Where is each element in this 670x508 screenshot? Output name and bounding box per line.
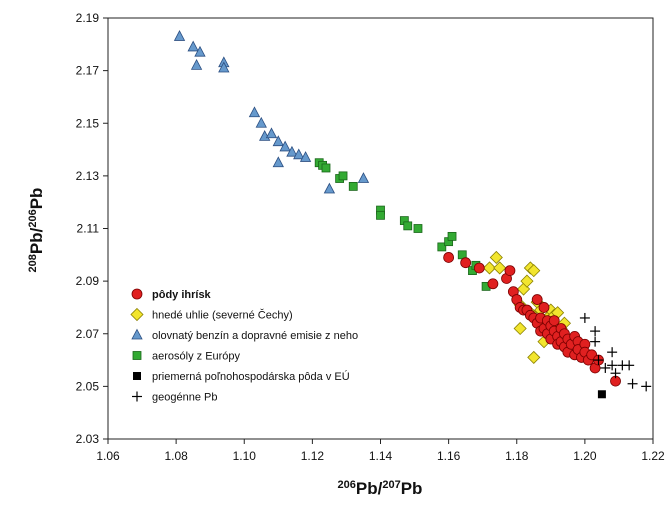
point-triangle (272, 135, 284, 147)
legend-label: geogénne Pb (152, 392, 217, 404)
legend-label: hnedé uhlie (severné Čechy) (152, 309, 293, 322)
point-square (132, 351, 142, 360)
x-tick-label: 1.06 (96, 449, 120, 463)
y-axis-ticks: 2.03 2.05 2.07 2.09 2.11 2.13 2.15 2.17 2.19 (76, 11, 108, 446)
point-diamond (520, 274, 534, 288)
point-square (403, 221, 413, 231)
point-triangle (187, 40, 199, 52)
point-square (447, 231, 457, 241)
point-triangle (131, 328, 143, 340)
point-plus (593, 355, 604, 366)
point-plus (600, 362, 611, 373)
x-tick-label: 1.12 (301, 449, 325, 463)
point-diamond (482, 261, 497, 275)
x-axis-ticks: 1.06 1.08 1.10 1.12 1.14 1.16 1.18 1.20 1.22 (96, 439, 665, 463)
point-diamond (513, 321, 527, 336)
point-triangle (272, 156, 284, 168)
point-triangle (293, 148, 305, 160)
point-circle (504, 265, 516, 277)
point-triangle (286, 145, 298, 157)
point-diamond (130, 307, 144, 322)
point-plus (132, 391, 142, 402)
y-tick-label: 2.17 (76, 64, 100, 78)
point-circle (131, 288, 143, 300)
point-triangle (218, 61, 230, 73)
point-circle (487, 278, 499, 290)
y-tick-label: 2.13 (76, 169, 100, 183)
legend-label: aerosóly z Európy (152, 351, 241, 363)
point-triangle (255, 116, 267, 128)
point-diamond (527, 350, 541, 364)
x-tick-label: 1.16 (437, 449, 461, 463)
point-triangle (190, 59, 203, 70)
x-tick-label: 1.22 (641, 449, 665, 463)
point-triangle (194, 45, 206, 57)
point-plus (641, 381, 652, 392)
point-plus (607, 360, 618, 371)
point-plus (607, 347, 618, 358)
point-circle (473, 262, 485, 274)
y-tick-label: 2.05 (76, 379, 100, 393)
point-triangle (173, 30, 186, 41)
point-triangle (357, 172, 370, 183)
y-axis-title: 208Pb/206Pb (27, 188, 46, 273)
point-plus (590, 336, 601, 347)
point-circle (531, 294, 543, 305)
point-diamond (489, 250, 503, 265)
y-tick-label: 2.09 (76, 274, 100, 288)
x-tick-label: 1.08 (164, 449, 188, 463)
y-tick-label: 2.11 (77, 222, 100, 236)
point-square (413, 224, 423, 233)
point-plus (624, 360, 635, 371)
legend: pôdy ihrísk hnedé uhlie (severné Čechy) ol… (130, 288, 358, 404)
point-plus (579, 312, 590, 323)
x-tick-label: 1.10 (233, 449, 257, 463)
point-circle (443, 252, 455, 263)
point-plus (627, 378, 638, 389)
point-triangle (299, 151, 312, 162)
y-tick-label: 2.07 (76, 327, 100, 341)
point-plus (610, 368, 621, 379)
x-tick-label: 1.14 (369, 449, 393, 463)
x-tick-label: 1.20 (573, 449, 597, 463)
point-triangle (323, 182, 336, 194)
point-triangle (265, 127, 278, 139)
point-circle (548, 315, 560, 326)
data-points (173, 30, 652, 399)
point-diamond (493, 261, 507, 275)
point-filled-square (133, 372, 141, 380)
legend-label: priemerná poľnohospodárska pôda v EÚ (152, 370, 350, 383)
legend-label: pôdy ihrísk (152, 289, 212, 301)
point-filled-square (597, 390, 606, 399)
point-plus (590, 326, 601, 337)
point-circle (538, 302, 550, 313)
point-triangle (248, 106, 261, 118)
point-square (338, 171, 348, 181)
point-diamond (527, 264, 541, 278)
x-tick-label: 1.18 (505, 449, 529, 463)
point-square (376, 210, 385, 220)
point-square (321, 163, 331, 173)
y-tick-label: 2.19 (76, 11, 100, 25)
point-square (437, 242, 447, 252)
y-tick-label: 2.03 (76, 432, 100, 446)
legend-label: olovnatý benzín a dopravné emisie z neho (152, 330, 358, 342)
point-square (348, 181, 358, 191)
x-axis-title: 206Pb/207Pb (338, 479, 423, 498)
y-tick-label: 2.15 (76, 116, 100, 130)
point-triangle (279, 140, 291, 152)
point-circle (460, 257, 472, 269)
